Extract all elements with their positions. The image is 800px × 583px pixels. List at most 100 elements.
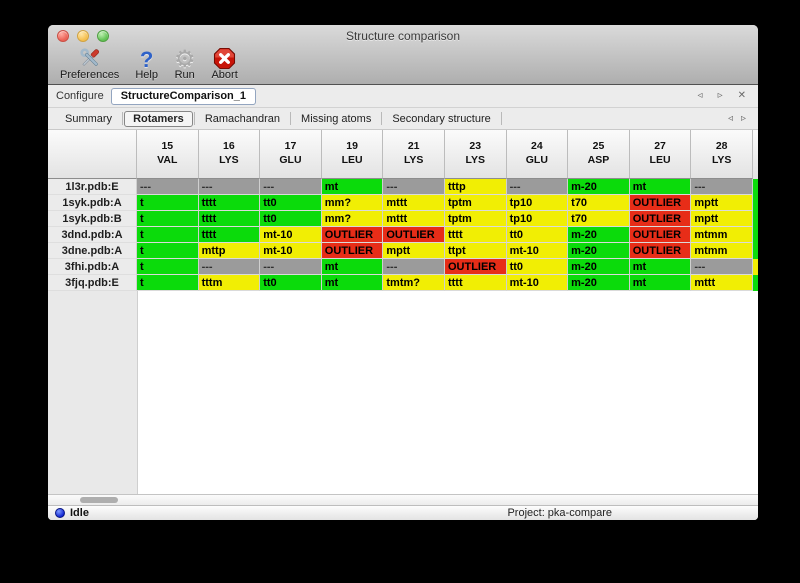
rotamer-cell[interactable]: m-20 <box>568 275 630 291</box>
scrollbar-thumb[interactable] <box>80 497 118 503</box>
rotamer-cell[interactable]: --- <box>260 259 322 275</box>
rotamer-cell[interactable]: mt-10 <box>506 243 569 259</box>
zoom-window-button[interactable] <box>97 30 109 42</box>
rotamer-cell[interactable]: tt0 <box>260 195 322 211</box>
rotamer-cell[interactable]: t <box>137 211 199 227</box>
rotamer-cell[interactable]: tp10 <box>506 211 569 227</box>
tabs-scroll-right-icon[interactable]: ▹ <box>740 112 746 124</box>
rotamer-cell[interactable]: tp10 <box>506 195 569 211</box>
rotamer-cell[interactable]: mtmm <box>691 243 753 259</box>
rotamer-cell[interactable]: mm? <box>321 195 384 211</box>
row-label[interactable]: 3dnd.pdb:A <box>48 227 137 243</box>
rotamer-cell[interactable]: m-20 <box>568 179 630 195</box>
rotamer-cell[interactable]: t <box>137 195 199 211</box>
toolbar-button-abort[interactable]: Abort <box>211 47 238 81</box>
toolbar-button-preferences[interactable]: Preferences <box>60 47 119 81</box>
rotamer-cell[interactable]: OUTLIER <box>629 195 692 211</box>
configure-next-icon[interactable]: ▹ <box>717 90 723 101</box>
minimize-window-button[interactable] <box>77 30 89 42</box>
rotamer-cell[interactable]: mttt <box>383 211 445 227</box>
toolbar-button-run[interactable]: ⚙ Run <box>174 47 196 81</box>
rotamer-cell[interactable]: mt <box>321 259 384 275</box>
rotamer-cell[interactable]: --- <box>198 179 261 195</box>
rotamer-cell[interactable]: mt <box>321 179 384 195</box>
rotamer-cell[interactable]: OUTLIER <box>629 211 692 227</box>
rotamer-cell[interactable]: m-20 <box>568 243 630 259</box>
tab-ramachandran[interactable]: Ramachandran <box>204 112 281 125</box>
title-bar[interactable]: Structure comparison <box>48 25 758 47</box>
rotamer-cell[interactable]: t70 <box>568 195 630 211</box>
rotamer-cell[interactable]: ttpt <box>444 243 507 259</box>
rotamer-cell[interactable]: tttt <box>198 227 261 243</box>
tabs-scroll-left-icon[interactable]: ◃ <box>727 112 733 124</box>
rotamer-cell[interactable]: mptt <box>691 211 753 227</box>
rotamer-cell[interactable]: tttt <box>198 195 261 211</box>
rotamer-cell[interactable]: mptt <box>383 243 445 259</box>
rotamer-cell[interactable]: mttt <box>691 275 753 291</box>
rotamer-cell[interactable]: tttm <box>198 275 261 291</box>
rotamer-cell[interactable]: --- <box>691 179 753 195</box>
rotamer-cell[interactable]: --- <box>137 179 199 195</box>
rotamer-cell[interactable]: tmtm? <box>383 275 445 291</box>
rotamer-cell[interactable]: OUTLIER <box>321 243 384 259</box>
rotamer-cell[interactable]: OUTLIER <box>629 227 692 243</box>
rotamer-cell[interactable]: tttt <box>198 211 261 227</box>
rotamer-cell[interactable]: tt0 <box>506 259 569 275</box>
rotamer-cell[interactable]: mt-10 <box>260 243 322 259</box>
row-label[interactable]: 3dne.pdb:A <box>48 243 137 259</box>
row-label[interactable]: 1syk.pdb:A <box>48 195 137 211</box>
configure-prev-icon[interactable]: ◃ <box>697 90 703 101</box>
rotamer-cell[interactable]: tt0 <box>506 227 569 243</box>
toolbar-button-help[interactable]: ? Help <box>135 47 158 81</box>
rotamer-cell[interactable]: mt <box>321 275 384 291</box>
rotamer-cell[interactable]: t <box>137 227 199 243</box>
rotamer-cell[interactable]: t <box>137 275 199 291</box>
rotamer-cell[interactable]: mt-10 <box>260 227 322 243</box>
rotamer-cell[interactable]: mm? <box>321 211 384 227</box>
rotamer-cell[interactable]: mptt <box>691 195 753 211</box>
row-label[interactable]: 1syk.pdb:B <box>48 211 137 227</box>
rotamer-cell[interactable]: t <box>137 243 199 259</box>
rotamer-cell[interactable]: tptm <box>444 195 507 211</box>
rotamer-cell[interactable]: tttt <box>444 275 507 291</box>
row-label[interactable]: 3fjq.pdb:E <box>48 275 137 291</box>
column-header-17: 17 GLU <box>260 130 322 179</box>
configure-close-icon[interactable]: ✕ <box>737 90 746 101</box>
row-label[interactable]: 1l3r.pdb:E <box>48 179 137 195</box>
rotamer-cell[interactable]: --- <box>383 259 445 275</box>
rotamer-cell[interactable]: --- <box>383 179 445 195</box>
rotamer-cell[interactable]: OUTLIER <box>629 243 692 259</box>
rotamer-cell[interactable]: mttp <box>198 243 261 259</box>
rotamer-cell[interactable]: --- <box>506 179 569 195</box>
rotamer-cell[interactable]: tptm <box>444 211 507 227</box>
rotamer-cell[interactable]: mt <box>629 179 692 195</box>
rotamer-cell[interactable]: t <box>137 259 199 275</box>
rotamer-cell[interactable]: tttp <box>444 179 507 195</box>
rotamer-cell[interactable]: mtmm <box>691 227 753 243</box>
horizontal-scrollbar[interactable] <box>48 494 758 505</box>
rotamer-cell[interactable]: tt0 <box>260 211 322 227</box>
rotamer-cell[interactable]: t70 <box>568 211 630 227</box>
rotamer-cell[interactable]: --- <box>260 179 322 195</box>
rotamer-cell[interactable]: --- <box>691 259 753 275</box>
tab-summary[interactable]: Summary <box>65 112 113 125</box>
rotamer-cell[interactable]: --- <box>198 259 261 275</box>
rotamer-cell[interactable]: mttt <box>383 195 445 211</box>
rotamer-cell[interactable]: OUTLIER <box>444 259 507 275</box>
row-label[interactable]: 3fhi.pdb:A <box>48 259 137 275</box>
configure-name-field[interactable]: StructureComparison_1 <box>110 87 257 105</box>
rotamer-cell[interactable]: mt <box>629 259 692 275</box>
rotamer-cell[interactable]: tt0 <box>260 275 322 291</box>
tab-rotamers[interactable]: Rotamers <box>124 110 193 127</box>
rotamer-cell[interactable]: tttt <box>444 227 507 243</box>
tab-missing-atoms[interactable]: Missing atoms <box>301 112 372 125</box>
tab-secondary-structure[interactable]: Secondary structure <box>392 112 491 125</box>
rotamer-cell[interactable]: m-20 <box>568 227 630 243</box>
rotamer-cell[interactable]: m-20 <box>568 259 630 275</box>
close-window-button[interactable] <box>57 30 69 42</box>
rotamer-cell[interactable]: OUTLIER <box>321 227 384 243</box>
rotamer-cell[interactable]: OUTLIER <box>383 227 445 243</box>
rotamer-cell[interactable]: mt-10 <box>506 275 569 291</box>
window-title: Structure comparison <box>345 29 461 43</box>
rotamer-cell[interactable]: mt <box>629 275 692 291</box>
